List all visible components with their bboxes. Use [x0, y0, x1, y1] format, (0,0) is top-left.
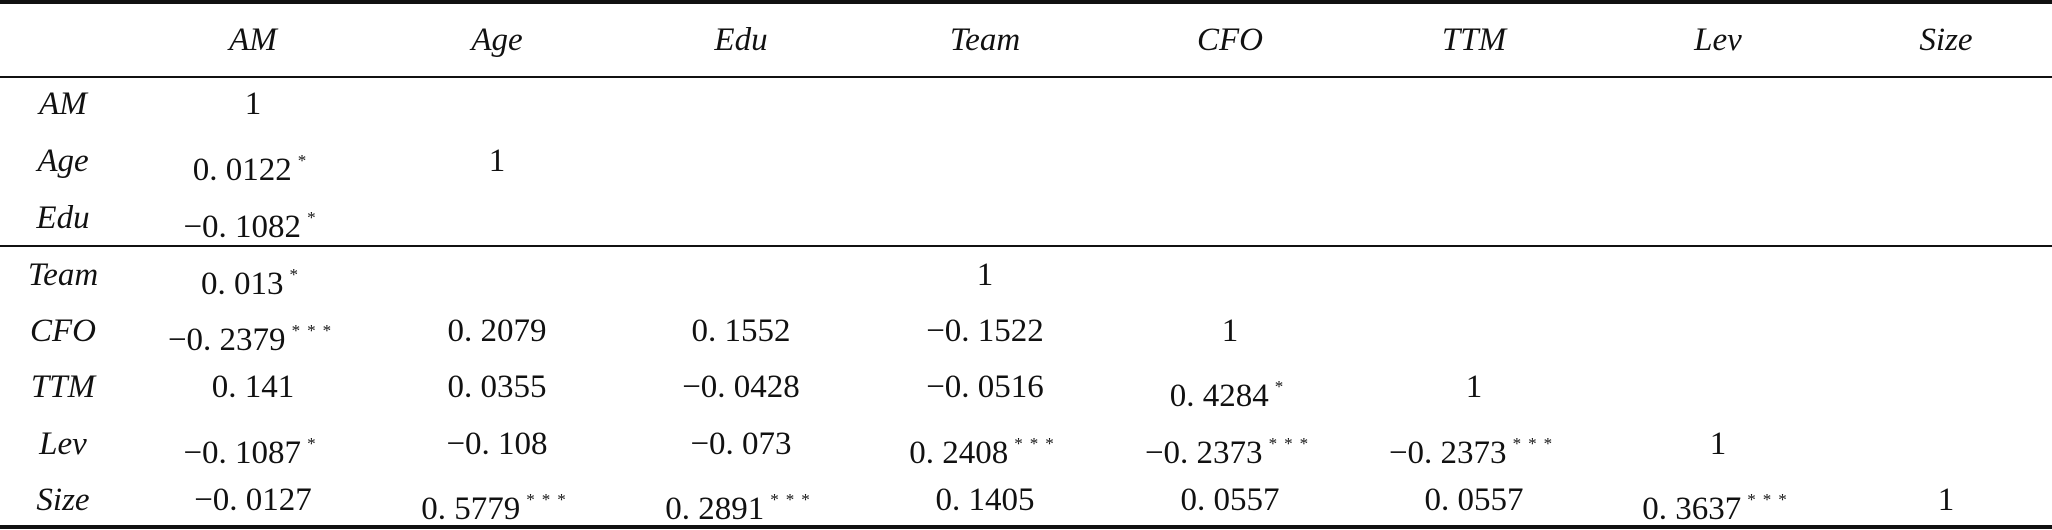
- table-cell: 0. 0557: [1374, 480, 1574, 520]
- significance-stars: ***: [526, 490, 573, 509]
- table-cell: −0. 2379 ***: [153, 311, 353, 360]
- table-cell: 0. 3637 ***: [1618, 480, 1818, 529]
- table-cell: 1: [1618, 424, 1818, 464]
- cell-value: 0. 0355: [447, 369, 547, 405]
- cell-value: −0. 1082: [183, 209, 302, 245]
- cell-value: −0. 2373: [1144, 435, 1263, 471]
- column-header: Size: [1919, 22, 1973, 58]
- row-label: Lev: [39, 426, 87, 462]
- table-cell: 0. 0355: [397, 367, 597, 407]
- significance-stars: *: [307, 208, 323, 227]
- cell-value: 1: [1709, 426, 1727, 462]
- row-label: CFO: [30, 313, 96, 349]
- cell-value: −0. 0127: [194, 482, 312, 518]
- cell-value: −0. 1522: [926, 313, 1044, 349]
- cell-value: 0. 2079: [447, 313, 547, 349]
- table-header-rule: [0, 76, 2052, 78]
- column-header: Edu: [714, 22, 768, 58]
- table-cell: −0. 0516: [885, 367, 1085, 407]
- significance-stars: ***: [1268, 434, 1316, 453]
- cell-value: 1: [488, 143, 506, 179]
- cell-value: 0. 0557: [1424, 482, 1524, 518]
- row-label: Team: [27, 257, 99, 293]
- cell-value: −0. 108: [446, 426, 548, 462]
- table-cell: 0. 5779 ***: [397, 480, 597, 529]
- cell-value: −0. 0428: [682, 369, 800, 405]
- significance-stars: ***: [291, 321, 339, 340]
- table-cell: 1: [397, 141, 597, 181]
- significance-stars: ***: [1512, 434, 1560, 453]
- cell-value: 0. 013: [201, 266, 284, 302]
- table-cell: 1: [1374, 367, 1574, 407]
- cell-value: 0. 0557: [1180, 482, 1280, 518]
- table-cell: −0. 1082 *: [153, 198, 353, 247]
- cell-value: 1: [976, 257, 994, 293]
- table-cell: 0. 013 *: [153, 255, 353, 304]
- table-cell: 1: [153, 84, 353, 124]
- cell-value: −0. 073: [690, 426, 792, 462]
- significance-stars: ***: [770, 490, 817, 509]
- row-label: Edu: [36, 200, 90, 236]
- column-header: Age: [471, 22, 523, 58]
- table-cell: −0. 1522: [885, 311, 1085, 351]
- table-cell: −0. 2373 ***: [1130, 424, 1330, 473]
- table-top-rule: [0, 0, 2052, 4]
- table-cell: 0. 1552: [641, 311, 841, 351]
- cell-value: 0. 2408: [909, 435, 1009, 471]
- column-header: TTM: [1441, 22, 1507, 58]
- table-cell: 1: [1846, 480, 2046, 520]
- column-header: CFO: [1197, 22, 1263, 58]
- cell-value: 0. 1552: [691, 313, 791, 349]
- table-cell: 0. 2891 ***: [641, 480, 841, 529]
- cell-value: 0. 2891: [665, 491, 765, 527]
- table-cell: 0. 1405: [885, 480, 1085, 520]
- cell-value: −0. 2379: [167, 322, 286, 358]
- table-bottom-rule: [0, 525, 2052, 529]
- cell-value: 0. 5779: [421, 491, 521, 527]
- table-cell: −0. 2373 ***: [1374, 424, 1574, 473]
- significance-stars: *: [289, 265, 305, 284]
- significance-stars: *: [297, 151, 314, 170]
- table-cell: 0. 0557: [1130, 480, 1330, 520]
- table-cell: −0. 108: [397, 424, 597, 464]
- table-cell: −0. 073: [641, 424, 841, 464]
- cell-value: 0. 141: [211, 369, 295, 405]
- row-label: Size: [36, 482, 90, 518]
- table-cell: 0. 0122 *: [153, 141, 353, 190]
- table-cell: 0. 2079: [397, 311, 597, 351]
- table-cell: 1: [1130, 311, 1330, 351]
- column-header: AM: [229, 22, 277, 58]
- cell-value: 1: [1937, 482, 1955, 518]
- cell-value: −0. 0516: [926, 369, 1044, 405]
- cell-value: 0. 4284: [1169, 378, 1269, 414]
- cell-value: 1: [244, 86, 262, 122]
- row-label: Age: [37, 143, 89, 179]
- cell-value: 0. 1405: [935, 482, 1035, 518]
- cell-value: −0. 1087: [183, 435, 302, 471]
- table-cell: 0. 2408 ***: [885, 424, 1085, 473]
- cell-value: 0. 3637: [1642, 491, 1742, 527]
- table-mid-rule: [0, 245, 2052, 247]
- significance-stars: *: [307, 434, 323, 453]
- row-label: AM: [39, 86, 87, 122]
- column-header: Team: [949, 22, 1021, 58]
- cell-value: 1: [1221, 313, 1239, 349]
- significance-stars: *: [1274, 377, 1291, 396]
- table-cell: −0. 0127: [153, 480, 353, 520]
- significance-stars: ***: [1014, 434, 1061, 453]
- table-cell: 0. 4284 *: [1130, 367, 1330, 416]
- cell-value: 1: [1465, 369, 1483, 405]
- cell-value: −0. 2373: [1388, 435, 1507, 471]
- significance-stars: ***: [1747, 490, 1794, 509]
- column-header: Lev: [1694, 22, 1742, 58]
- row-label: TTM: [30, 369, 96, 405]
- table-cell: 1: [885, 255, 1085, 295]
- table-cell: −0. 1087 *: [153, 424, 353, 473]
- table-cell: 0. 141: [153, 367, 353, 407]
- cell-value: 0. 0122: [192, 152, 292, 188]
- table-cell: −0. 0428: [641, 367, 841, 407]
